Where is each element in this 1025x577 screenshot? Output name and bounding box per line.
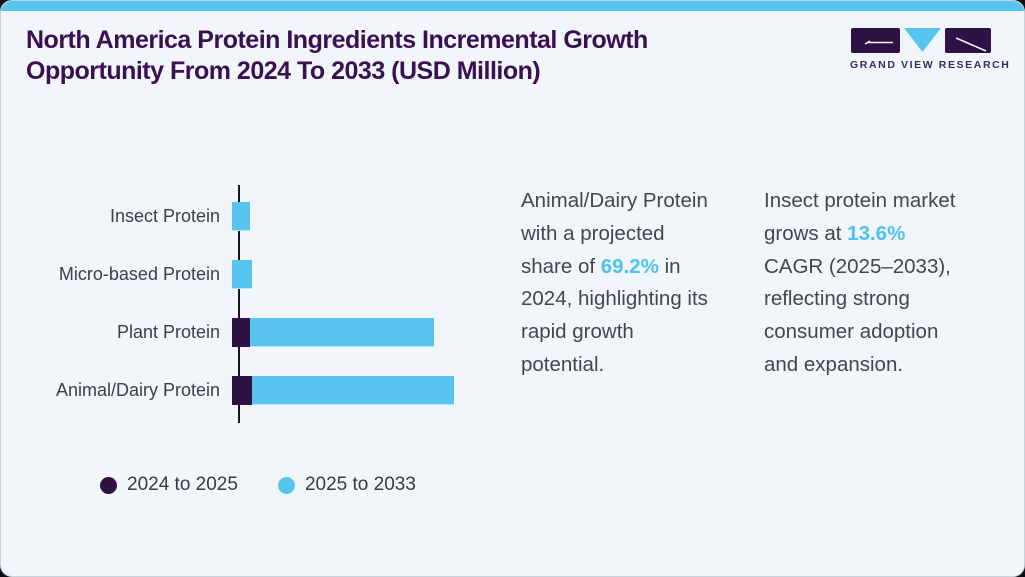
bar-segment-2025-to-2033 [232,259,252,289]
chart-legend: 2024 to 2025 2025 to 2033 [100,474,416,496]
bar-stack [232,201,250,231]
category-label: Plant Protein [116,321,220,342]
legend-item: 2025 to 2033 [277,474,416,496]
annotation-text: CAGR (2025–2033), reflecting strong cons… [764,254,951,376]
category-label: Animal/Dairy Protein [55,379,220,400]
bar-segment-2024-to-2025 [232,375,252,405]
chart-row: Insect Protein [21,187,493,245]
chart-rows: Insect Protein Micro-based Protein Plant P… [21,187,493,421]
highlight-value: 13.6% [847,221,906,245]
annotation-insect-protein: Insect protein market grows at 13.6% CAG… [764,185,966,382]
legend-dot-icon [277,476,295,494]
bar-stack [232,259,252,289]
page-title: North America Protein Ingredients Increm… [26,26,648,85]
annotation-text: in 2024, highlighting its rapid growth p… [521,254,708,376]
legend-dot-icon [100,476,117,494]
gvr-logo: GRAND VIEW RESEARCH [850,27,1011,71]
bar-stack [232,375,454,405]
annotation-text: Animal/Dairy Protein with a projected sh… [521,189,708,278]
gvr-logo-mark [851,28,991,53]
gvr-logo-text: GRAND VIEW RESEARCH [850,59,1011,71]
bar-segment-2025-to-2033 [249,317,435,347]
highlight-value: 69.2% [600,254,659,278]
chart-row: Animal/Dairy Protein [21,361,493,419]
bar-segment-2025-to-2033 [252,375,454,405]
bar-segment-2024-to-2025 [232,317,250,347]
annotation-text: Insect protein market grows at [764,189,956,245]
y-axis-line [238,185,240,423]
legend-label: 2024 to 2025 [127,474,238,495]
top-accent-bar [1,1,1024,11]
legend-item: 2024 to 2025 [100,474,238,496]
bar-segment-2025-to-2033 [232,201,250,231]
bar-stack [232,317,435,347]
legend-label: 2025 to 2033 [304,474,416,495]
bar-chart: Insect Protein Micro-based Protein Plant P… [21,185,493,423]
category-label: Micro-based Protein [58,263,220,284]
annotation-animal-dairy: Animal/Dairy Protein with a projected sh… [521,185,719,382]
chart-row: Micro-based Protein [21,245,493,303]
chart-row: Plant Protein [21,303,493,361]
category-label: Insect Protein [109,205,220,226]
